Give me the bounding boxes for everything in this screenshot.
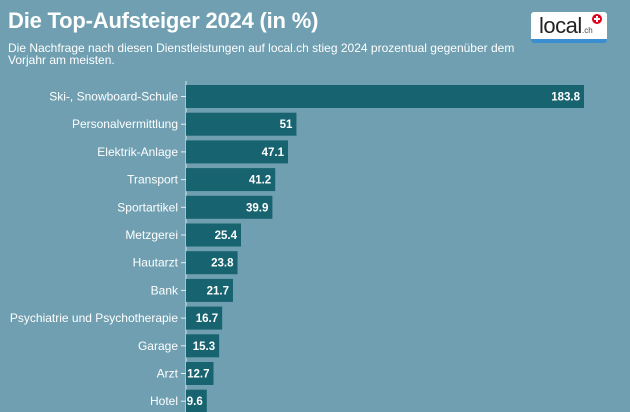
bar	[186, 251, 238, 275]
category-label: Elektrik-Anlage	[97, 145, 178, 159]
local-ch-logo: local .ch	[531, 12, 607, 43]
value-label: 15.3	[193, 341, 215, 353]
value-label: 12.7	[187, 369, 209, 381]
category-label: Bank	[151, 283, 179, 297]
bar	[186, 85, 584, 108]
chart-title: Die Top-Aufsteiger 2024 (in %)	[8, 8, 319, 33]
bar	[186, 334, 220, 358]
value-label: 16.7	[196, 313, 218, 325]
value-label: 25.4	[215, 230, 238, 242]
category-label: Sportartikel	[117, 200, 178, 214]
value-label: 41.2	[249, 175, 271, 187]
value-label: 23.8	[211, 258, 234, 270]
bar	[186, 112, 297, 136]
category-label: Metzgerei	[125, 228, 178, 242]
category-label: Garage	[138, 339, 178, 353]
category-label: Transport	[127, 173, 179, 187]
value-label: 9.6	[187, 396, 203, 408]
value-label: 183.8	[551, 92, 580, 104]
value-label: 39.9	[246, 202, 268, 214]
category-label: Hautarzt	[133, 256, 179, 270]
logo-suffix: .ch	[582, 26, 593, 35]
category-label: Psychiatrie und Psychotherapie	[10, 311, 178, 325]
bar	[186, 140, 288, 164]
bar	[186, 389, 207, 412]
bar	[186, 278, 233, 302]
value-label: 21.7	[207, 285, 229, 297]
category-label: Ski-, Snowboard-Schule	[49, 90, 178, 104]
value-label: 47.1	[262, 147, 285, 159]
category-label: Personalvermittlung	[72, 117, 178, 131]
category-label: Hotel	[150, 394, 178, 408]
logo-text: local	[539, 13, 582, 38]
bar	[186, 362, 214, 385]
value-label: 51	[280, 119, 293, 131]
swiss-cross-icon	[592, 14, 602, 24]
category-label: Arzt	[157, 367, 179, 381]
chart-subtitle: Die Nachfrage nach diesen Dienstleistung…	[8, 41, 515, 67]
bar	[186, 195, 273, 219]
bar	[186, 306, 223, 330]
bar	[186, 168, 276, 192]
bar	[186, 223, 242, 247]
